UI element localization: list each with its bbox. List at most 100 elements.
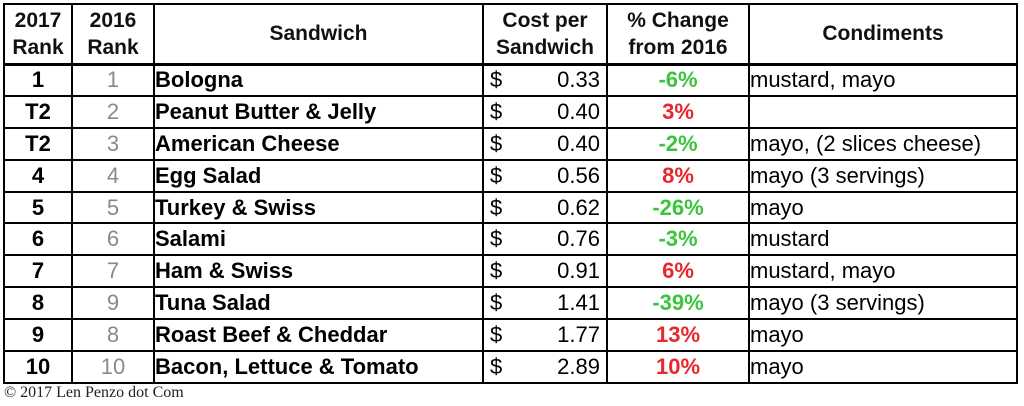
cost-value: 2.89 [557,353,600,379]
cost-cell: $2.89 [482,350,608,384]
sandwich-name-cell: Egg Salad [153,158,484,193]
table-row: 8 9 Tuna Salad $1.41 -39% mayo (3 servin… [3,286,1018,321]
rank-2017-cell: 7 [3,254,73,289]
cost-cell: $0.56 [482,158,608,193]
sandwich-name-cell: Tuna Salad [153,286,484,321]
cost-cell: $1.77 [482,318,608,353]
table-body: 1 1 Bologna $0.33 -6% mustard, mayo T2 2… [3,63,1018,384]
change-cell: 13% [606,318,750,353]
condiments-cell: mayo (3 servings) [748,158,1018,193]
table-header: 2017 Rank 2016 Rank Sandwich Cost per Sandw… [3,3,1018,66]
cost-value: 0.56 [557,162,600,188]
change-cell: 10% [606,350,750,384]
rank-2016-cell: 3 [71,126,155,161]
sandwich-name-cell: Bacon, Lettuce & Tomato [153,350,484,384]
change-cell: -2% [606,126,750,161]
table-row: 10 10 Bacon, Lettuce & Tomato $2.89 10% … [3,350,1018,384]
change-cell: -3% [606,222,750,257]
rank-2017-cell: T2 [3,126,73,161]
cost-cell: $0.33 [482,63,608,97]
currency-symbol: $ [490,322,503,348]
currency-symbol: $ [490,162,503,188]
rank-2017-cell: 6 [3,222,73,257]
change-cell: -6% [606,63,750,97]
table-row: 5 5 Turkey & Swiss $0.62 -26% mayo [3,190,1018,225]
cost-cell: $1.41 [482,286,608,321]
cost-cell: $0.62 [482,190,608,225]
sandwich-name-cell: American Cheese [153,126,484,161]
change-cell: 6% [606,254,750,289]
sandwich-cost-table: 2017 Rank 2016 Rank Sandwich Cost per Sandw… [3,3,1018,384]
change-cell: 3% [606,94,750,129]
cost-value: 0.91 [557,258,600,284]
currency-symbol: $ [490,353,503,379]
change-cell: -26% [606,190,750,225]
condiments-cell: mayo [748,190,1018,225]
condiments-cell: mustard, mayo [748,254,1018,289]
cost-value: 0.76 [557,226,600,252]
rank-2017-cell: 5 [3,190,73,225]
currency-symbol: $ [490,290,503,316]
cost-cell: $0.40 [482,94,608,129]
rank-2016-cell: 5 [71,190,155,225]
header-change: % Change from 2016 [606,3,750,66]
table-row: 7 7 Ham & Swiss $0.91 6% mustard, mayo [3,254,1018,289]
table-row: T2 2 Peanut Butter & Jelly $0.40 3% [3,94,1018,129]
condiments-cell: mustard, mayo [748,63,1018,97]
cost-value: 0.33 [557,67,600,93]
rank-2016-cell: 9 [71,286,155,321]
rank-2017-cell: 10 [3,350,73,384]
rank-2017-cell: 4 [3,158,73,193]
rank-2016-cell: 10 [71,350,155,384]
header-2017-rank: 2017 Rank [3,3,73,66]
table-row: 9 8 Roast Beef & Cheddar $1.77 13% mayo [3,318,1018,353]
sandwich-name-cell: Salami [153,222,484,257]
cost-value: 1.77 [557,322,600,348]
currency-symbol: $ [490,226,503,252]
table-row: 4 4 Egg Salad $0.56 8% mayo (3 servings) [3,158,1018,193]
header-2016-rank: 2016 Rank [71,3,155,66]
change-cell: -39% [606,286,750,321]
sandwich-name-cell: Ham & Swiss [153,254,484,289]
rank-2016-cell: 8 [71,318,155,353]
cost-value: 1.41 [557,290,600,316]
header-sandwich: Sandwich [153,3,484,66]
currency-symbol: $ [490,194,503,220]
currency-symbol: $ [490,67,503,93]
sandwich-name-cell: Roast Beef & Cheddar [153,318,484,353]
condiments-cell: mayo (3 servings) [748,286,1018,321]
cost-value: 0.40 [557,130,600,156]
table-row: 1 1 Bologna $0.33 -6% mustard, mayo [3,63,1018,97]
condiments-cell [748,94,1018,129]
rank-2017-cell: 8 [3,286,73,321]
sandwich-name-cell: Turkey & Swiss [153,190,484,225]
currency-symbol: $ [490,98,503,124]
condiments-cell: mustard [748,222,1018,257]
rank-2017-cell: 1 [3,63,73,97]
cost-value: 0.40 [557,98,600,124]
rank-2016-cell: 4 [71,158,155,193]
copyright-credit: © 2017 Len Penzo dot Com [4,384,184,401]
rank-2016-cell: 1 [71,63,155,97]
header-cost: Cost per Sandwich [482,3,608,66]
cost-cell: $0.76 [482,222,608,257]
table-row: 6 6 Salami $0.76 -3% mustard [3,222,1018,257]
currency-symbol: $ [490,130,503,156]
rank-2016-cell: 2 [71,94,155,129]
header-condiments: Condiments [748,3,1018,66]
rank-2016-cell: 7 [71,254,155,289]
sandwich-name-cell: Peanut Butter & Jelly [153,94,484,129]
cost-value: 0.62 [557,194,600,220]
condiments-cell: mayo [748,350,1018,384]
condiments-cell: mayo, (2 slices cheese) [748,126,1018,161]
sandwich-name-cell: Bologna [153,63,484,97]
condiments-cell: mayo [748,318,1018,353]
rank-2016-cell: 6 [71,222,155,257]
change-cell: 8% [606,158,750,193]
currency-symbol: $ [490,258,503,284]
table-row: T2 3 American Cheese $0.40 -2% mayo, (2 … [3,126,1018,161]
rank-2017-cell: T2 [3,94,73,129]
cost-cell: $0.91 [482,254,608,289]
rank-2017-cell: 9 [3,318,73,353]
cost-cell: $0.40 [482,126,608,161]
